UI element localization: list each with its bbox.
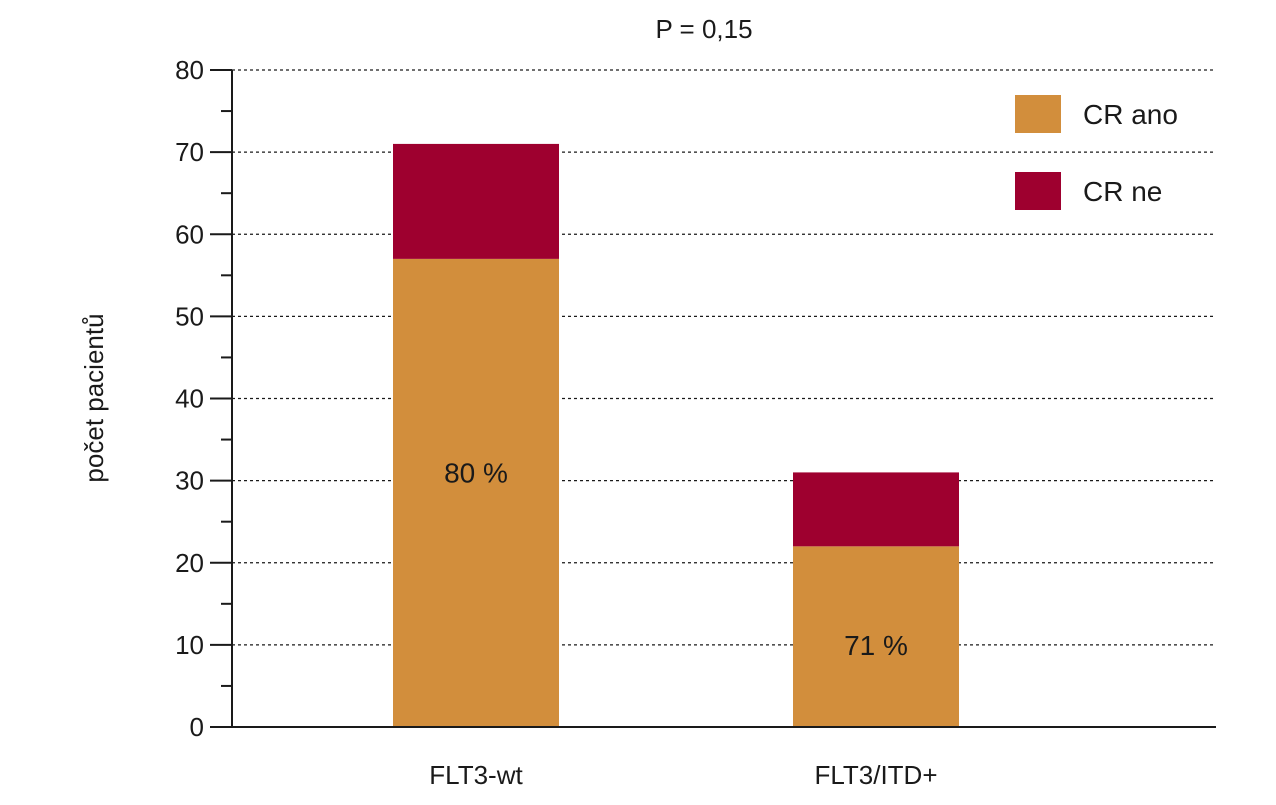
y-tick-label: 40: [175, 384, 204, 414]
bar-segment-flt3-wt-cr-ne: [393, 143, 559, 259]
y-tick-label: 30: [175, 466, 204, 496]
labels-layer: 0 10 20 30 40 50 60 70 80 FLT3-wt FLT3/ITD+ 80 % 71 …: [175, 55, 937, 790]
y-tick-label: 0: [190, 712, 204, 742]
legend: CR ano CR ne: [1015, 95, 1178, 210]
y-tick-label: 70: [175, 137, 204, 167]
legend-label: CR ano: [1083, 99, 1178, 130]
bar-segment-flt3-wt-cr-ano: [393, 258, 559, 727]
chart-title: P = 0,15: [655, 14, 752, 44]
data-label: 71 %: [844, 630, 908, 661]
data-label: 80 %: [444, 457, 508, 488]
y-axis-label: počet pacientů: [79, 313, 109, 482]
bar-segment-flt3-itd--cr-ne: [793, 472, 959, 547]
legend-swatch: [1015, 95, 1061, 133]
y-tick-label: 80: [175, 55, 204, 85]
y-tick-label: 20: [175, 548, 204, 578]
y-tick-label: 10: [175, 630, 204, 660]
x-tick-label: FLT3-wt: [429, 760, 523, 790]
legend-swatch: [1015, 172, 1061, 210]
y-tick-label: 60: [175, 219, 204, 249]
y-tick-label: 50: [175, 301, 204, 331]
bars-layer: [393, 143, 959, 727]
grid-layer: [232, 69, 1216, 646]
x-tick-label: FLT3/ITD+: [814, 760, 937, 790]
axis-layer: [210, 69, 1216, 728]
bar-segment-flt3-itd--cr-ano: [793, 546, 959, 727]
legend-label: CR ne: [1083, 176, 1162, 207]
